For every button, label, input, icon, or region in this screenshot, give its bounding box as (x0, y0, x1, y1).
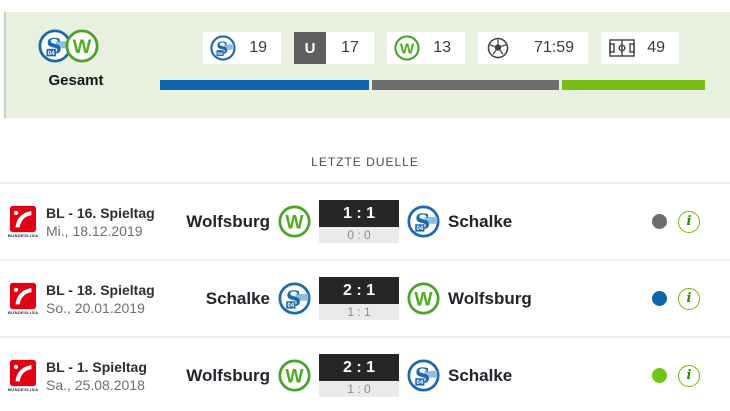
score-block: 2 : 1 1 : 0 (319, 354, 399, 397)
bundesliga-badge-icon (9, 282, 37, 310)
result-dot (652, 368, 667, 383)
match-info: BUNDESLIGA BL - 16. Spieltag Mi., 18.12.… (0, 205, 185, 239)
schalke-wins-value: 19 (249, 39, 267, 56)
match-date: Sa., 25.08.2018 (46, 376, 145, 393)
row-right: i (652, 210, 730, 233)
stat-schalke-wins: 19 (203, 32, 281, 64)
stat-wolfsburg-wins: 13 (387, 32, 465, 64)
final-score: 2 : 1 (319, 277, 399, 304)
bundesliga-badge-icon (9, 359, 37, 387)
final-score: 1 : 1 (319, 200, 399, 227)
wolfsburg-wins-value: 13 (433, 39, 451, 56)
win-ratio-bar (160, 80, 705, 90)
score-block: 1 : 1 0 : 0 (319, 200, 399, 243)
wolfsburg-logo (394, 35, 420, 61)
home-team-name: Wolfsburg (186, 365, 270, 385)
draw-share-segment (372, 80, 559, 90)
row-right: i (652, 287, 730, 310)
match-info: BUNDESLIGA BL - 18. Spieltag So., 20.01.… (0, 282, 185, 316)
bundesliga-logo: BUNDESLIGA (8, 282, 38, 315)
wolfsburg-share-segment (562, 80, 705, 90)
info-icon[interactable]: i (678, 364, 700, 387)
away-team-name: Wolfsburg (448, 288, 532, 308)
bundesliga-caption: BUNDESLIGA (8, 233, 39, 238)
draws-value: 17 (341, 39, 359, 56)
score-block: 2 : 1 1 : 1 (319, 277, 399, 320)
result-dot (652, 291, 667, 306)
match-row[interactable]: BUNDESLIGA BL - 18. Spieltag So., 20.01.… (0, 259, 730, 336)
stat-boxes: 19 U 17 13 71:59 49 (203, 32, 679, 64)
wolfsburg-logo (278, 359, 311, 392)
halftime-score: 0 : 0 (319, 227, 399, 243)
home-team-name: Schalke (205, 288, 270, 308)
match-row[interactable]: BUNDESLIGA BL - 1. Spieltag Sa., 25.08.2… (0, 336, 730, 411)
away-team-name: Schalke (448, 365, 513, 385)
stat-goal-ratio: 71:59 (478, 32, 588, 64)
halftime-score: 1 : 1 (319, 304, 399, 320)
pitch-icon (609, 39, 635, 57)
info-icon[interactable]: i (678, 210, 700, 233)
head-to-head-widget: Gesamt 19 U 17 13 71:59 49 (0, 12, 730, 411)
competition-label: BL - 18. Spieltag (46, 281, 155, 298)
halftime-score: 1 : 0 (319, 381, 399, 397)
wolfsburg-logo (278, 205, 311, 238)
competition-label: BL - 1. Spieltag (46, 358, 147, 375)
info-icon[interactable]: i (678, 287, 700, 310)
stat-match-count: 49 (601, 32, 679, 64)
schalke-logo (407, 205, 440, 238)
soccer-ball-icon (487, 37, 509, 59)
wolfsburg-logo (407, 282, 440, 315)
wolfsburg-logo (65, 29, 99, 63)
row-right: i (652, 364, 730, 387)
last-duels-list: BUNDESLIGA BL - 16. Spieltag Mi., 18.12.… (0, 182, 730, 411)
competition-label: BL - 16. Spieltag (46, 204, 155, 221)
bundesliga-caption: BUNDESLIGA (8, 310, 39, 315)
gesamt-label: Gesamt (48, 72, 104, 89)
schalke-logo (278, 282, 311, 315)
schalke-logo (210, 35, 236, 61)
match-meta: BL - 1. Spieltag Sa., 25.08.2018 (46, 359, 147, 393)
bundesliga-badge-icon (9, 205, 37, 233)
bundesliga-caption: BUNDESLIGA (8, 387, 39, 392)
away-team-name: Schalke (448, 211, 513, 231)
goal-ratio-value: 71:59 (533, 39, 574, 56)
stat-draws: U 17 (294, 32, 374, 64)
match-meta: BL - 16. Spieltag Mi., 18.12.2019 (46, 205, 155, 239)
bundesliga-logo: BUNDESLIGA (8, 359, 38, 392)
final-score: 2 : 1 (319, 354, 399, 381)
match-date: So., 20.01.2019 (46, 299, 145, 316)
bundesliga-logo: BUNDESLIGA (8, 205, 38, 238)
match-info: BUNDESLIGA BL - 1. Spieltag Sa., 25.08.2… (0, 359, 185, 393)
match-date: Mi., 18.12.2019 (46, 222, 143, 239)
section-title: LETZTE DUELLE (311, 155, 419, 169)
match-count-value: 49 (647, 39, 665, 56)
schalke-share-segment (160, 80, 369, 90)
result-dot (652, 214, 667, 229)
schalke-logo (407, 359, 440, 392)
gesamt-panel: Gesamt 19 U 17 13 71:59 49 (4, 12, 730, 118)
match-meta: BL - 18. Spieltag So., 20.01.2019 (46, 282, 155, 316)
match-row[interactable]: BUNDESLIGA BL - 16. Spieltag Mi., 18.12.… (0, 182, 730, 259)
draw-u-badge: U (294, 32, 326, 64)
team-logos (38, 29, 99, 63)
home-team-name: Wolfsburg (186, 211, 270, 231)
